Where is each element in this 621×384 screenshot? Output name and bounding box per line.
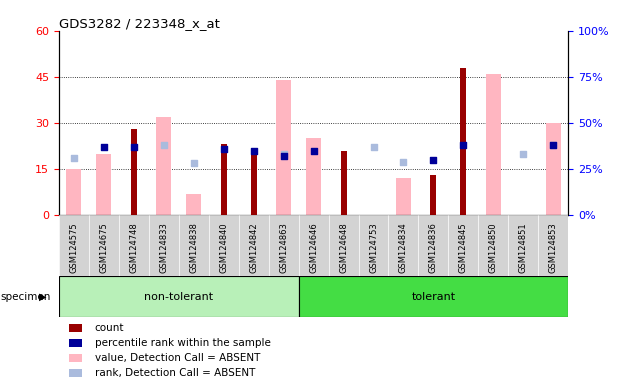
Text: GSM124834: GSM124834	[399, 222, 408, 273]
Bar	[209, 215, 238, 276]
Bar	[89, 215, 119, 276]
Text: GDS3282 / 223348_x_at: GDS3282 / 223348_x_at	[59, 17, 220, 30]
Text: GSM124850: GSM124850	[489, 222, 498, 273]
Text: non-tolerant: non-tolerant	[144, 291, 214, 302]
Text: specimen: specimen	[1, 291, 51, 302]
Bar	[156, 117, 171, 215]
Point	[279, 151, 289, 157]
Bar	[486, 74, 501, 215]
Bar	[69, 369, 82, 377]
Bar	[179, 215, 209, 276]
Bar	[69, 339, 82, 347]
Bar	[358, 215, 389, 276]
Point	[519, 151, 528, 157]
Bar	[69, 354, 82, 362]
Point	[309, 147, 319, 154]
Text: GSM124575: GSM124575	[70, 222, 78, 273]
Point	[249, 147, 259, 154]
Text: percentile rank within the sample: percentile rank within the sample	[94, 338, 271, 348]
Bar	[389, 215, 419, 276]
Bar	[396, 178, 411, 215]
Text: GSM124833: GSM124833	[160, 222, 168, 273]
Bar	[299, 215, 329, 276]
Bar	[96, 154, 111, 215]
Bar	[509, 215, 538, 276]
Point	[99, 144, 109, 150]
Text: GSM124863: GSM124863	[279, 222, 288, 273]
Text: tolerant: tolerant	[411, 291, 455, 302]
Point	[219, 146, 229, 152]
Text: rank, Detection Call = ABSENT: rank, Detection Call = ABSENT	[94, 368, 255, 378]
Text: GSM124646: GSM124646	[309, 222, 318, 273]
Text: GSM124748: GSM124748	[129, 222, 138, 273]
Point	[399, 159, 409, 165]
Text: GSM124675: GSM124675	[99, 222, 109, 273]
Bar	[220, 144, 227, 215]
Bar	[299, 276, 568, 317]
Bar	[538, 215, 568, 276]
Bar	[269, 215, 299, 276]
Bar	[329, 215, 358, 276]
Bar	[340, 151, 347, 215]
Bar	[59, 276, 299, 317]
Bar	[276, 80, 291, 215]
Bar	[66, 169, 81, 215]
Bar	[186, 194, 201, 215]
Text: GSM124853: GSM124853	[549, 222, 558, 273]
Text: GSM124851: GSM124851	[519, 222, 528, 273]
Text: GSM124648: GSM124648	[339, 222, 348, 273]
Bar	[306, 138, 321, 215]
Bar	[131, 129, 137, 215]
Bar	[69, 324, 82, 332]
Text: ▶: ▶	[39, 291, 46, 302]
Point	[368, 144, 378, 150]
Text: GSM124845: GSM124845	[459, 222, 468, 273]
Bar	[119, 215, 149, 276]
Bar	[149, 215, 179, 276]
Point	[548, 142, 558, 148]
Bar	[251, 154, 256, 215]
Point	[428, 157, 438, 163]
Bar	[419, 215, 448, 276]
Text: GSM124842: GSM124842	[249, 222, 258, 273]
Text: GSM124836: GSM124836	[429, 222, 438, 273]
Bar	[478, 215, 509, 276]
Bar	[238, 215, 269, 276]
Point	[548, 142, 558, 148]
Text: GSM124753: GSM124753	[369, 222, 378, 273]
Bar	[448, 215, 478, 276]
Text: GSM124838: GSM124838	[189, 222, 198, 273]
Point	[189, 161, 199, 167]
Bar	[546, 123, 561, 215]
Text: count: count	[94, 323, 124, 333]
Bar	[430, 175, 437, 215]
Text: value, Detection Call = ABSENT: value, Detection Call = ABSENT	[94, 353, 260, 363]
Bar	[59, 215, 89, 276]
Point	[69, 155, 79, 161]
Point	[159, 142, 169, 148]
Point	[458, 142, 468, 148]
Point	[129, 144, 139, 150]
Text: GSM124840: GSM124840	[219, 222, 229, 273]
Point	[279, 153, 289, 159]
Bar	[460, 68, 466, 215]
